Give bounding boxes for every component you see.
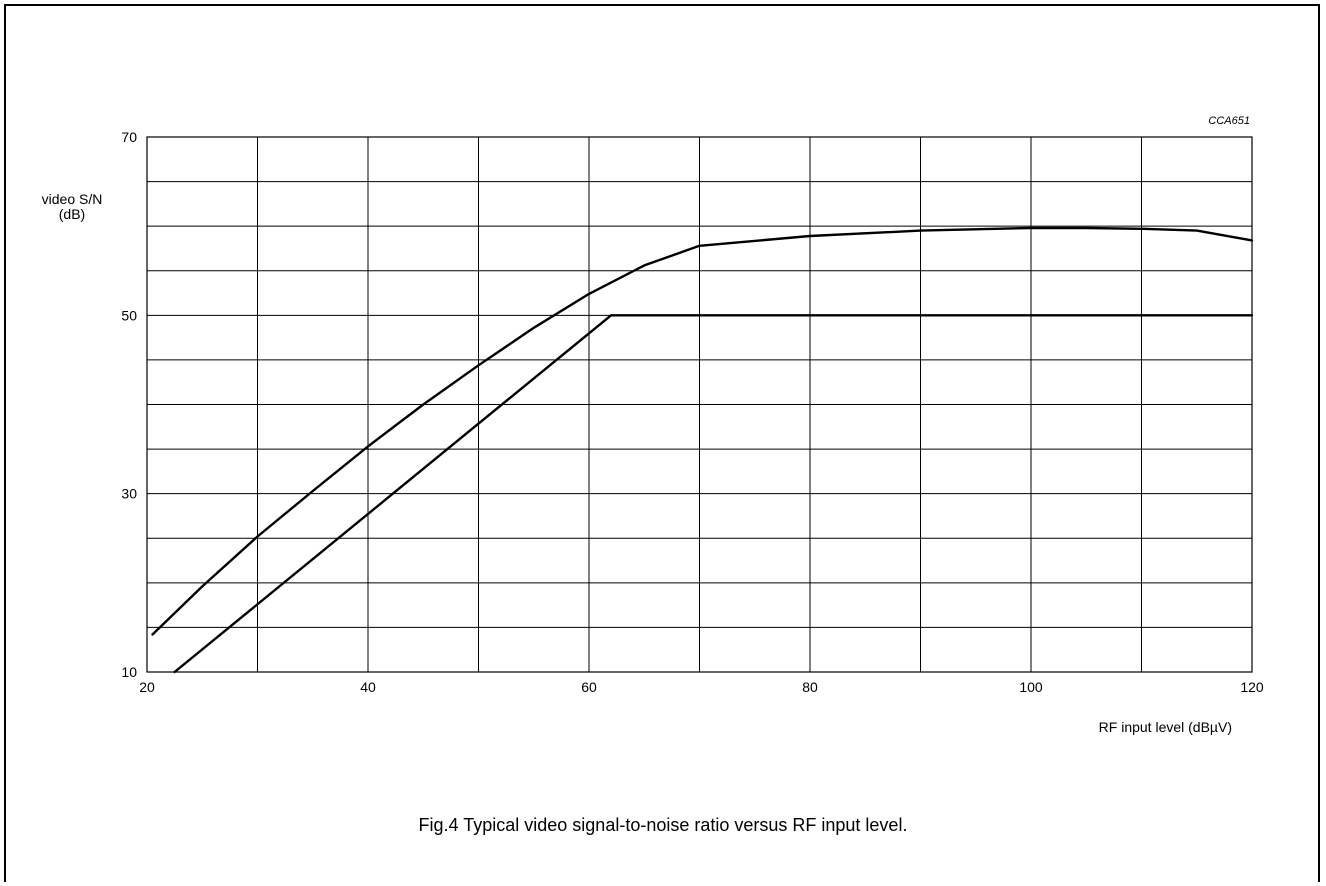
x-axis-label: RF input level (dBµV) <box>1099 719 1232 735</box>
tick-labels: 20 40 60 80 100 120 10 30 50 70 <box>121 129 1263 695</box>
x-tick-label: 60 <box>581 679 597 695</box>
figure-frame <box>4 4 1320 882</box>
y-tick-label: 30 <box>121 486 137 502</box>
y-axis-label-line2: (dB) <box>59 206 85 222</box>
chart-grid <box>146 136 1253 673</box>
y-tick-label: 50 <box>121 307 137 323</box>
y-tick-label: 70 <box>121 129 137 145</box>
plot-border <box>146 136 1253 673</box>
y-axis-label-line1: video S/N <box>42 191 103 207</box>
x-tick-label: 80 <box>802 679 818 695</box>
y-tick-label: 10 <box>121 664 137 680</box>
chart-series <box>151 226 1254 674</box>
x-tick-label: 120 <box>1240 679 1264 695</box>
figure-caption: Fig.4 Typical video signal-to-noise rati… <box>419 815 908 835</box>
series-line-1 <box>151 226 1254 636</box>
x-tick-label: 40 <box>360 679 376 695</box>
x-tick-label: 20 <box>139 679 155 695</box>
series-line-2 <box>173 314 1254 674</box>
chart-code-label: CCA651 <box>1208 115 1250 127</box>
x-tick-label: 100 <box>1019 679 1043 695</box>
